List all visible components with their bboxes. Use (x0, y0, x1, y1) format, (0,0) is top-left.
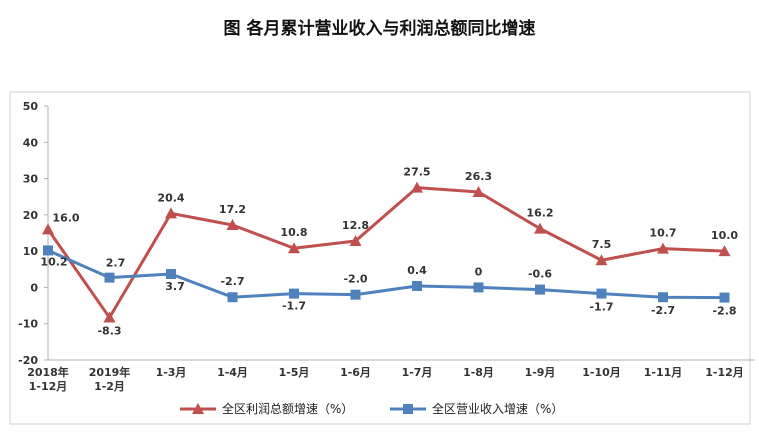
point-marker-square (658, 292, 668, 303)
point-marker-triangle (411, 181, 423, 193)
point-marker-triangle (657, 242, 669, 254)
x-axis-ticks: 2018年 1-12月 2019年 1-2月 1-3月 1-4月 1-5月 1-6月 1-7月 1… (27, 365, 744, 393)
data-label: 12.8 (342, 219, 369, 232)
legend-marker-square (403, 404, 413, 414)
data-label: -1.7 (589, 301, 613, 314)
y-tick-label: 10 (23, 245, 39, 258)
plot-frame (9, 91, 751, 425)
data-label: 20.4 (157, 191, 184, 204)
point-marker-square (350, 289, 361, 300)
x-tick-label: 1-7月 (402, 366, 433, 379)
point-marker-square (535, 284, 545, 295)
data-label: -0.6 (528, 268, 552, 281)
series-line-0 (46, 186, 725, 320)
data-label: -2.7 (220, 275, 244, 288)
chart-title: 图 各月累计营业收入与利润总额同比增速 (223, 19, 536, 39)
x-tick-label: 1-8月 (463, 366, 494, 379)
point-marker-square (719, 292, 730, 303)
data-label: -2.0 (343, 273, 367, 286)
data-label: 26.3 (465, 170, 492, 183)
y-tick-label: 0 (30, 281, 38, 294)
legend-marker-triangle (192, 403, 204, 414)
y-tick-label: 50 (23, 100, 39, 113)
legend-label: 全区营业收入增速（%） (432, 401, 563, 416)
data-label: 10.0 (711, 229, 738, 242)
point-marker-triangle (103, 311, 116, 323)
point-marker-triangle (595, 254, 608, 266)
data-label: 27.5 (403, 166, 430, 179)
point-marker-square (166, 269, 176, 280)
x-tick-label: 2018年 1-12月 (27, 365, 69, 393)
data-label: 16.0 (52, 211, 79, 224)
point-marker-triangle (718, 245, 731, 257)
x-tick-label: 1-6月 (340, 366, 371, 379)
y-tick-label: -20 (18, 354, 38, 367)
data-label: -2.8 (712, 305, 736, 318)
data-label: 7.5 (592, 238, 612, 251)
x-tick-label: 2019年 1-2月 (89, 365, 131, 393)
y-tick-label: -10 (18, 318, 38, 331)
data-label: -2.7 (651, 304, 675, 317)
data-label: 0 (475, 265, 483, 278)
data-label: 10.8 (280, 226, 307, 239)
series-layer (42, 181, 731, 323)
x-tick-label: 1-5月 (279, 366, 310, 379)
point-marker-triangle (534, 222, 546, 234)
point-marker-triangle (288, 242, 300, 254)
data-label: 10.2 (40, 255, 67, 268)
x-tick-label: 1-12月 (705, 366, 744, 379)
point-marker-square (104, 272, 115, 283)
x-tick-label: 1-9月 (525, 366, 556, 379)
data-label: 16.2 (526, 207, 553, 220)
point-marker-square (412, 280, 422, 291)
legend-label: 全区利润总额增速（%） (222, 401, 353, 416)
y-tick-label: 30 (23, 173, 39, 186)
x-tick-label: 1-3月 (156, 366, 187, 379)
data-label: 10.7 (649, 227, 676, 240)
point-marker-triangle (472, 185, 485, 197)
y-tick-label: 20 (23, 209, 39, 222)
point-marker-triangle (349, 234, 362, 246)
point-marker-triangle (165, 207, 177, 219)
point-marker-square (289, 288, 299, 299)
data-label: 17.2 (219, 203, 246, 216)
series-line-1 (47, 249, 725, 300)
y-tick-label: 40 (23, 136, 39, 149)
data-label: 2.7 (106, 257, 126, 270)
point-marker-triangle (226, 219, 239, 231)
data-label: -1.7 (282, 300, 306, 313)
x-tick-label: 1-11月 (644, 366, 683, 379)
x-tick-label: 1-10月 (582, 366, 621, 379)
point-marker-square (473, 282, 484, 293)
point-marker-square (596, 288, 607, 299)
data-label: -8.3 (97, 325, 121, 338)
point-marker-square (227, 292, 238, 303)
legend: 全区利润总额增速（%） 全区营业收入增速（%） (180, 401, 563, 416)
x-tick-label: 1-4月 (217, 366, 248, 379)
data-label: 0.4 (407, 264, 427, 277)
y-axis-ticks: -20 -10 0 10 20 30 40 50 (18, 100, 48, 367)
data-labels: 16.0 -8.3 20.4 17.2 10.8 12.8 27.5 26.3 16.2 7.5 1… (40, 166, 738, 338)
data-label: 3.7 (165, 280, 185, 293)
point-marker-square (43, 245, 53, 256)
point-marker-triangle (42, 223, 54, 235)
